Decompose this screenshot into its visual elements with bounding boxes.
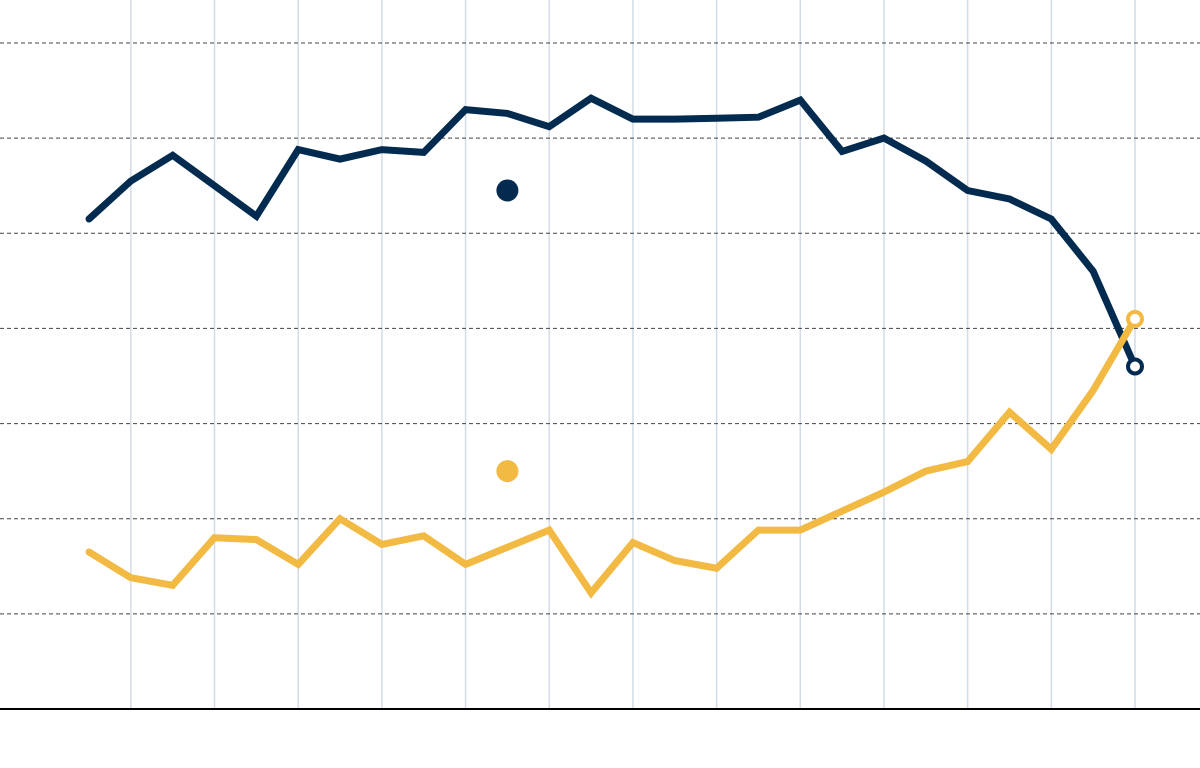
series-end-marker-2 — [1126, 309, 1144, 328]
series-layer — [85, 94, 1139, 599]
series-key-dot-1 — [496, 179, 519, 202]
marker-layer — [496, 179, 1144, 483]
series-end-marker-1 — [1126, 357, 1144, 376]
series-line-1 — [85, 94, 1139, 370]
vertical-gridlines — [130, 0, 1136, 709]
horizontal-gridlines — [0, 42, 1200, 615]
series-line-2 — [85, 315, 1139, 599]
series-key-dot-2 — [496, 460, 519, 483]
